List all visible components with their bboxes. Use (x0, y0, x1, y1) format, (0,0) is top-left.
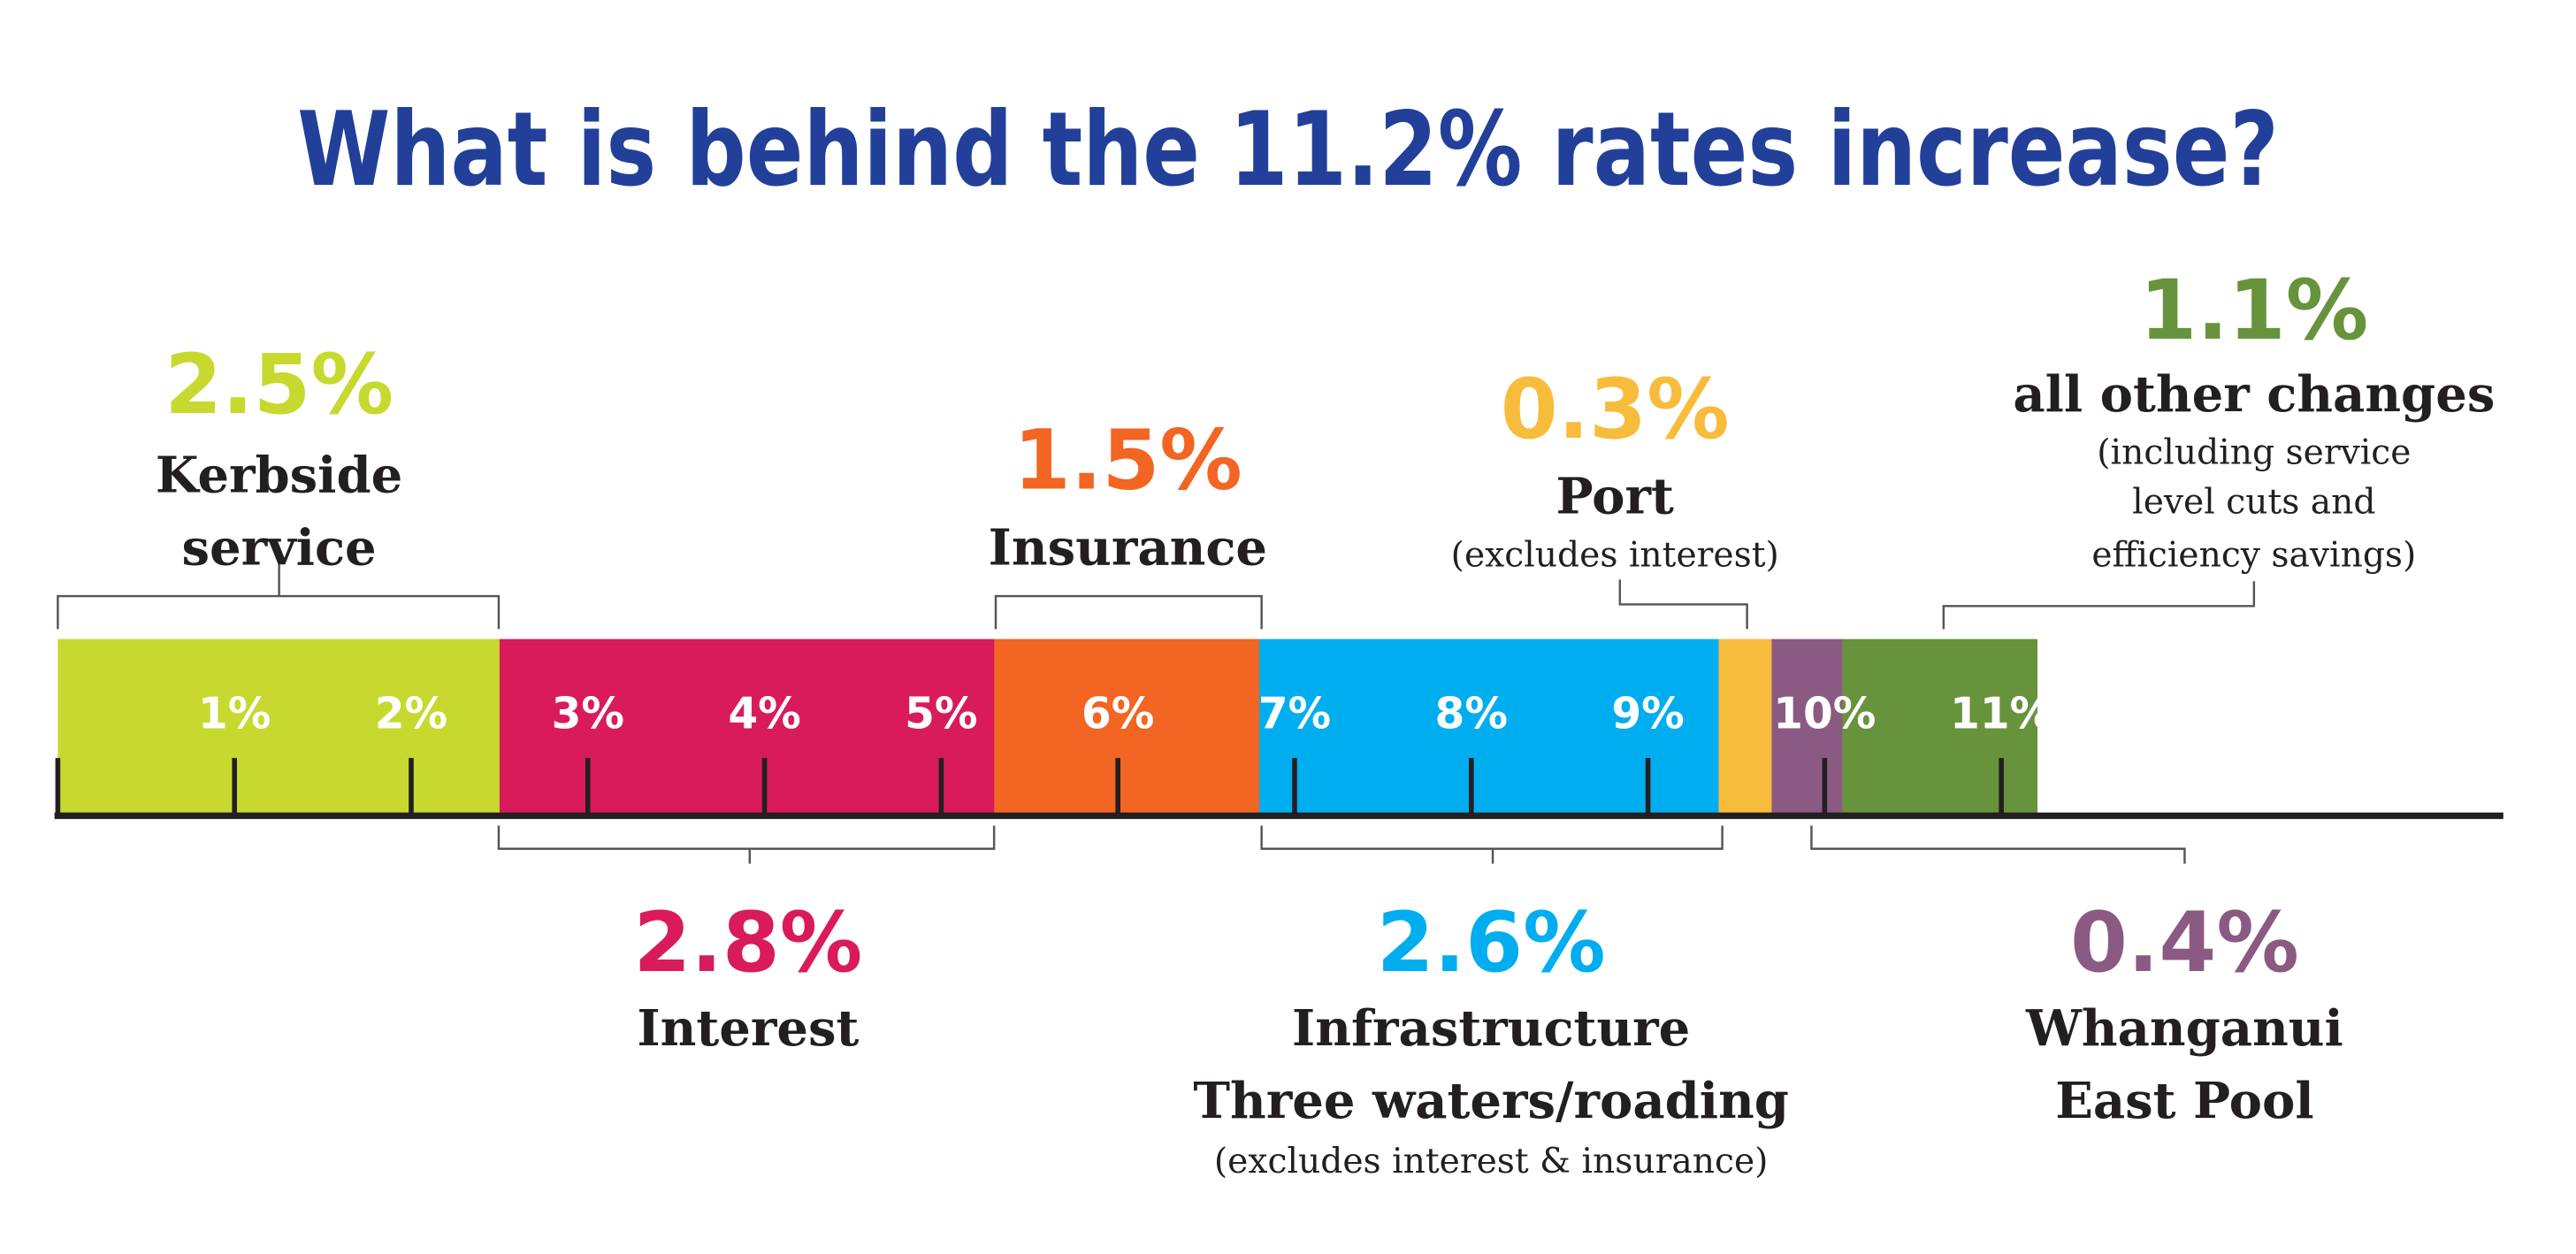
bar-segment-all-other-changes (1842, 638, 2038, 816)
label-port: 0.3% Port (excludes interest) (1451, 362, 1779, 576)
category-label: Three waters/roading (1193, 1072, 1789, 1130)
tick-label: 1% (198, 689, 271, 738)
value-label: 1.5% (1013, 413, 1242, 509)
bar-segments (57, 638, 2038, 816)
bar-segment-insurance (994, 638, 1260, 816)
value-label: 2.6% (1377, 895, 1606, 991)
tick-label: 7% (1258, 689, 1331, 738)
bracket-interest (497, 825, 996, 864)
tick-label: 11% (1950, 689, 2052, 738)
category-label: Interest (637, 999, 859, 1058)
category-label: Infrastructure (1292, 999, 1690, 1058)
label-insurance: 1.5% Insurance (989, 413, 1267, 577)
tick-labels: 1% 2% 3% 4% 5% 6% 7% 8% 9% 10% 11% (198, 689, 2052, 738)
category-note: level cuts and (2132, 483, 2375, 523)
label-other: 1.1% all other changes (including servic… (2013, 263, 2495, 576)
value-label: 2.8% (633, 895, 862, 991)
category-label: Port (1556, 468, 1674, 526)
tick-label: 9% (1611, 689, 1684, 738)
tick-label: 5% (905, 689, 977, 738)
bracket-kerbside (57, 561, 501, 630)
category-note: (excludes interest & insurance) (1214, 1142, 1769, 1181)
bar-segment-whanganui-east-pool (1771, 638, 1844, 816)
category-label: Whanganui (2025, 999, 2343, 1058)
category-label: Insurance (989, 519, 1267, 577)
label-interest: 2.8% Interest (633, 895, 862, 1058)
value-label: 1.1% (2139, 263, 2368, 359)
bar-segment-interest (499, 638, 996, 816)
tick-label: 10% (1773, 689, 1876, 738)
bracket-infrastructure (1260, 825, 1724, 864)
label-pool: 0.4% Whanganui East Pool (2025, 895, 2343, 1130)
tick-label: 4% (728, 689, 800, 738)
tick-label: 8% (1435, 689, 1508, 738)
tick-label: 6% (1082, 689, 1154, 738)
value-label: 0.3% (1501, 362, 1730, 458)
category-label: Kerbside (156, 446, 402, 504)
bar-segment-infrastructure (1259, 638, 1720, 816)
bracket-port (1618, 579, 1748, 630)
bracket-pool (1810, 825, 2186, 864)
chart-title: What is behind the 11.2% rates increase? (297, 91, 2279, 210)
category-label: East Pool (2055, 1072, 2313, 1130)
bar-segment-port (1718, 638, 1773, 816)
bar-segment-kerbside-service (57, 638, 501, 816)
brackets (57, 561, 2256, 864)
label-infrastructure: 2.6% Infrastructure Three waters/roading… (1193, 895, 1789, 1181)
category-note: (including service (2097, 433, 2411, 473)
category-note: (excludes interest) (1451, 535, 1779, 575)
category-label: all other changes (2013, 365, 2495, 424)
bracket-insurance (994, 594, 1263, 630)
category-label: service (182, 519, 377, 577)
tick-label: 2% (375, 689, 447, 738)
bracket-other (1942, 581, 2256, 630)
label-kerbside: 2.5% Kerbside service (156, 337, 402, 577)
axis-ticks (55, 758, 2004, 816)
value-label: 0.4% (2070, 895, 2299, 991)
value-label: 2.5% (164, 337, 394, 433)
category-note: efficiency savings) (2091, 535, 2416, 575)
tick-label: 3% (552, 689, 624, 738)
